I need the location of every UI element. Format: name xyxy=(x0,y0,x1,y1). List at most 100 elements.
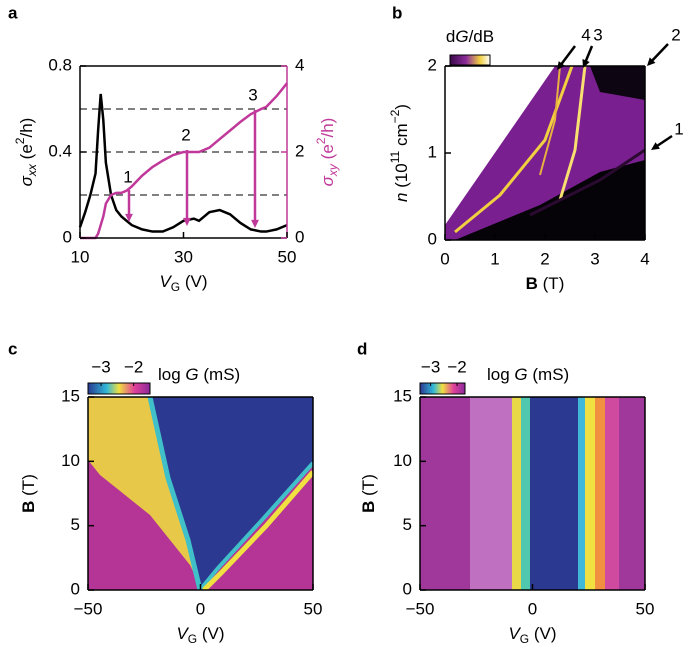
label-part: (e xyxy=(17,144,36,164)
y2-tick-label: 2 xyxy=(295,141,304,160)
axis-label: log G (mS) xyxy=(158,365,240,384)
label-part: V xyxy=(508,624,521,643)
label-part: (e xyxy=(318,144,337,164)
label-part: log xyxy=(487,365,514,384)
arrow xyxy=(583,45,594,64)
label-part: σ xyxy=(17,175,36,186)
label-part: (T) xyxy=(538,274,564,293)
label-part: 11 xyxy=(388,150,402,163)
label-part: G xyxy=(514,365,527,384)
annotation: 3 xyxy=(248,85,257,104)
y-tick-label: 10 xyxy=(61,451,80,470)
label-part: 2 xyxy=(13,137,27,144)
colorbar-tick-label: −2 xyxy=(447,357,466,376)
arrow-head xyxy=(582,59,590,68)
y-tick-label: 15 xyxy=(393,386,412,405)
x-tick-label: 0 xyxy=(440,249,449,268)
axis-label: σxy (e2/h) xyxy=(314,118,340,187)
axis-label: n (1011 cm−2) xyxy=(388,104,411,202)
label-part: B xyxy=(19,501,38,513)
x-tick-label: 10 xyxy=(71,247,90,266)
label-part: (mS) xyxy=(199,365,241,384)
label-part: G xyxy=(171,280,180,294)
label-part: cm xyxy=(392,123,411,150)
label-part: (T) xyxy=(359,474,378,500)
axis-label: log G (mS) xyxy=(487,365,569,384)
x-tick-label: 30 xyxy=(174,247,193,266)
label-part: G xyxy=(520,632,529,646)
x-tick-label: −50 xyxy=(74,599,103,618)
panel-label: c xyxy=(8,339,17,358)
axis-label: VG (V) xyxy=(176,624,224,646)
annotation: 2 xyxy=(671,25,680,44)
arrow-head xyxy=(183,217,191,226)
panel-label: d xyxy=(357,339,367,358)
annotation: 1 xyxy=(674,119,683,138)
axis-label: VG (V) xyxy=(508,624,556,646)
x-tick-label: 50 xyxy=(636,599,655,618)
heatmap-d xyxy=(420,397,645,590)
label-part: G xyxy=(185,365,198,384)
arrow xyxy=(559,45,576,67)
label-part: V xyxy=(176,624,189,643)
arrow-head xyxy=(251,219,259,228)
axis-label: B (T) xyxy=(359,474,378,513)
x-tick-label: 0 xyxy=(196,599,205,618)
y2-tick-label: 4 xyxy=(295,55,304,74)
label-part: B xyxy=(359,501,378,513)
series-line xyxy=(80,82,288,240)
series-line xyxy=(78,93,288,233)
arrow-head xyxy=(651,142,660,150)
label-part: xx xyxy=(25,163,39,177)
label-part: ) xyxy=(392,104,411,110)
label-part: /dB xyxy=(469,27,495,46)
label-part: σ xyxy=(318,175,337,186)
x-tick-label: 50 xyxy=(278,247,297,266)
y2-tick-label: 0 xyxy=(295,227,304,246)
label-part: (mS) xyxy=(528,365,570,384)
y-tick-label: 0 xyxy=(71,579,80,598)
y-tick-label: 2 xyxy=(428,55,437,74)
x-tick-label: 4 xyxy=(640,249,649,268)
colorbar-tick-label: −2 xyxy=(124,357,143,376)
y-tick-label: 10 xyxy=(393,451,412,470)
y-tick-label: 1 xyxy=(428,142,437,161)
colorbar xyxy=(87,382,151,395)
y-tick-label: 0 xyxy=(403,579,412,598)
panel-label: a xyxy=(8,3,18,22)
y-tick-label: 5 xyxy=(403,515,412,534)
label-part: log xyxy=(158,365,185,384)
label-part: n xyxy=(392,193,411,202)
label-part: 2 xyxy=(314,137,328,144)
arrow-head xyxy=(647,57,656,66)
panel-label: b xyxy=(392,3,402,22)
x-tick-label: −50 xyxy=(406,599,435,618)
label-part: −2 xyxy=(388,109,402,123)
y-tick-label: 5 xyxy=(71,515,80,534)
axis-label: VG (V) xyxy=(159,272,207,294)
label-part: B xyxy=(526,274,538,293)
label-part: G xyxy=(455,27,468,46)
y-tick-label: 0 xyxy=(63,227,72,246)
arrow-head xyxy=(557,61,565,70)
label-part: (10 xyxy=(392,163,411,192)
y-tick-label: 0.8 xyxy=(48,55,72,74)
heatmap-b xyxy=(445,66,645,240)
label-part: /h) xyxy=(17,118,36,138)
label-part: (V) xyxy=(180,272,207,291)
heatmap-c xyxy=(88,397,313,590)
x-tick-label: 1 xyxy=(490,249,499,268)
x-tick-label: 2 xyxy=(540,249,549,268)
label-part: (T) xyxy=(19,474,38,500)
annotation: 1 xyxy=(123,167,132,186)
annotation: 3 xyxy=(593,25,602,44)
colorbar-tick-label: −3 xyxy=(91,357,110,376)
label-part: d xyxy=(446,27,455,46)
label-part: G xyxy=(188,632,197,646)
axis-label: dG/dB xyxy=(446,27,494,46)
colorbar xyxy=(419,382,466,395)
colorbar-tick-label: −3 xyxy=(421,357,440,376)
axis-label: B (T) xyxy=(19,474,38,513)
y-tick-label: 15 xyxy=(61,386,80,405)
